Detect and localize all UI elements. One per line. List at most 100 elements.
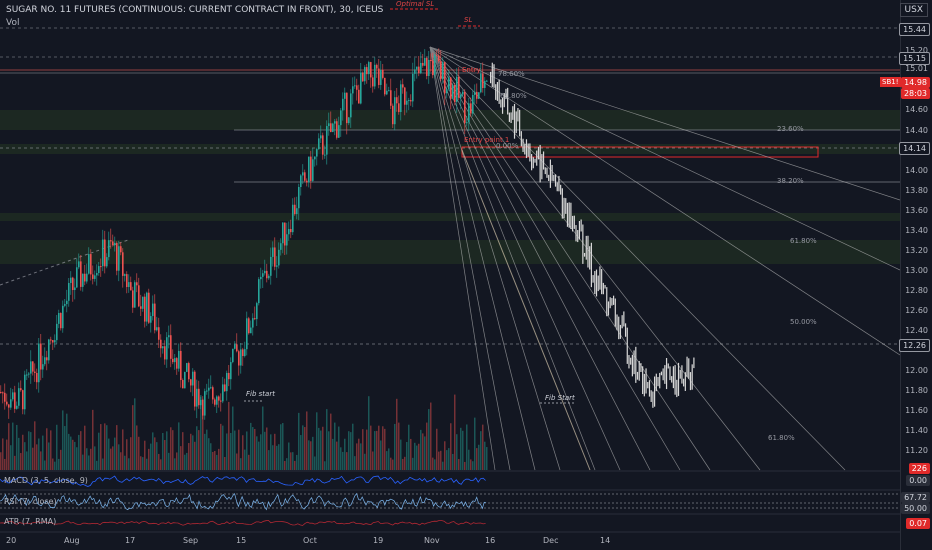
candle-body <box>360 72 362 104</box>
hlines <box>0 8 900 404</box>
candle-body <box>324 154 326 156</box>
volume-bar <box>154 437 156 470</box>
volume-bar <box>34 421 36 470</box>
candle-body <box>70 277 72 283</box>
date-tick: 16 <box>485 536 496 545</box>
volume-bar <box>108 438 110 470</box>
trend-line[interactable] <box>0 239 129 286</box>
candle-body <box>238 351 240 366</box>
volume-bar <box>78 434 80 470</box>
volume-bar <box>28 431 30 470</box>
candle-body <box>316 149 318 157</box>
volume-bar <box>56 424 58 470</box>
candle-body <box>386 90 388 95</box>
volume-bar <box>104 423 106 470</box>
volume-bar <box>68 433 70 470</box>
volume-bar <box>26 451 28 470</box>
volume-bar <box>272 445 274 470</box>
candle-body <box>146 292 148 322</box>
volume-bar <box>136 425 138 470</box>
candle-body <box>252 318 254 328</box>
fib-fan[interactable] <box>429 46 900 471</box>
volume-bar <box>330 413 332 470</box>
candle-body <box>80 261 82 287</box>
volume-bar <box>478 444 480 470</box>
candle-body <box>308 156 310 183</box>
volume-bar <box>300 435 302 470</box>
volume-bar <box>80 431 82 470</box>
candles <box>0 48 488 420</box>
volume-bar <box>368 396 370 470</box>
candle-body <box>244 349 246 357</box>
volume-bar <box>290 452 292 470</box>
volume-bar <box>40 451 42 470</box>
volume-bar <box>152 432 154 470</box>
candle-body <box>12 392 14 400</box>
candle-body <box>182 379 184 389</box>
volume-bar <box>180 446 182 470</box>
volume-bar <box>274 433 276 470</box>
volume-bar <box>366 429 368 470</box>
candle-body <box>94 275 96 279</box>
candle-body <box>362 72 364 82</box>
volume-bar <box>10 445 12 470</box>
volume-bar <box>208 438 210 470</box>
volume-bar <box>132 405 134 470</box>
volume-bar <box>310 441 312 470</box>
price-chart[interactable] <box>0 0 900 550</box>
candle-body <box>410 100 412 102</box>
candle-body <box>108 240 110 258</box>
price-tick: 12.40 <box>905 326 928 335</box>
rsi-label[interactable]: RSI (7, close) <box>4 497 57 506</box>
candle-body <box>364 67 366 82</box>
candle-body <box>466 122 468 124</box>
candle-body <box>0 392 2 393</box>
volume-bar <box>278 444 280 470</box>
candle-body <box>372 77 374 87</box>
volume-bar <box>30 432 32 470</box>
candle-body <box>72 277 74 291</box>
volume-bar <box>328 431 330 470</box>
volume-bar <box>434 459 436 470</box>
atr-label[interactable]: ATR (7, RMA) <box>4 517 57 526</box>
macd-label[interactable]: MACD (3, 5, close, 9) <box>4 476 88 485</box>
price-tag-lower: 12.26 <box>899 339 930 352</box>
volume-bar <box>288 442 290 470</box>
candle-body <box>192 371 194 386</box>
volume-bar <box>426 422 428 470</box>
candle-body <box>24 374 26 410</box>
volume-bar <box>294 460 296 470</box>
volume-bar <box>148 448 150 470</box>
candle-body <box>268 275 270 279</box>
fib-618a: 61.80% <box>500 92 527 100</box>
volume-bar <box>312 436 314 470</box>
candle-body <box>240 349 242 366</box>
candle-body <box>428 59 430 76</box>
candle-body <box>30 361 32 374</box>
volume-bar <box>428 409 430 470</box>
candle-body <box>420 62 422 74</box>
volume-bar <box>414 442 416 470</box>
currency-button[interactable]: USX <box>899 3 928 17</box>
volume-bar <box>372 451 374 470</box>
candle-body <box>220 400 222 402</box>
volume-bar <box>416 445 418 470</box>
volume-bar <box>418 443 420 470</box>
volume-bar <box>16 424 18 470</box>
candle-body <box>378 68 380 85</box>
candle-body <box>36 372 38 383</box>
candle-body <box>210 387 212 389</box>
candle-body <box>62 305 64 329</box>
candle-body <box>350 93 352 118</box>
volume-bar <box>304 427 306 470</box>
price-tick: 11.40 <box>905 426 928 435</box>
candle-body <box>298 187 300 209</box>
candle-body <box>462 91 464 95</box>
fan-line <box>429 46 511 471</box>
volume-bar <box>110 448 112 470</box>
volume-bar <box>398 422 400 470</box>
candle-body <box>68 282 70 301</box>
volume-bar <box>336 441 338 470</box>
volume-bar <box>246 431 248 470</box>
